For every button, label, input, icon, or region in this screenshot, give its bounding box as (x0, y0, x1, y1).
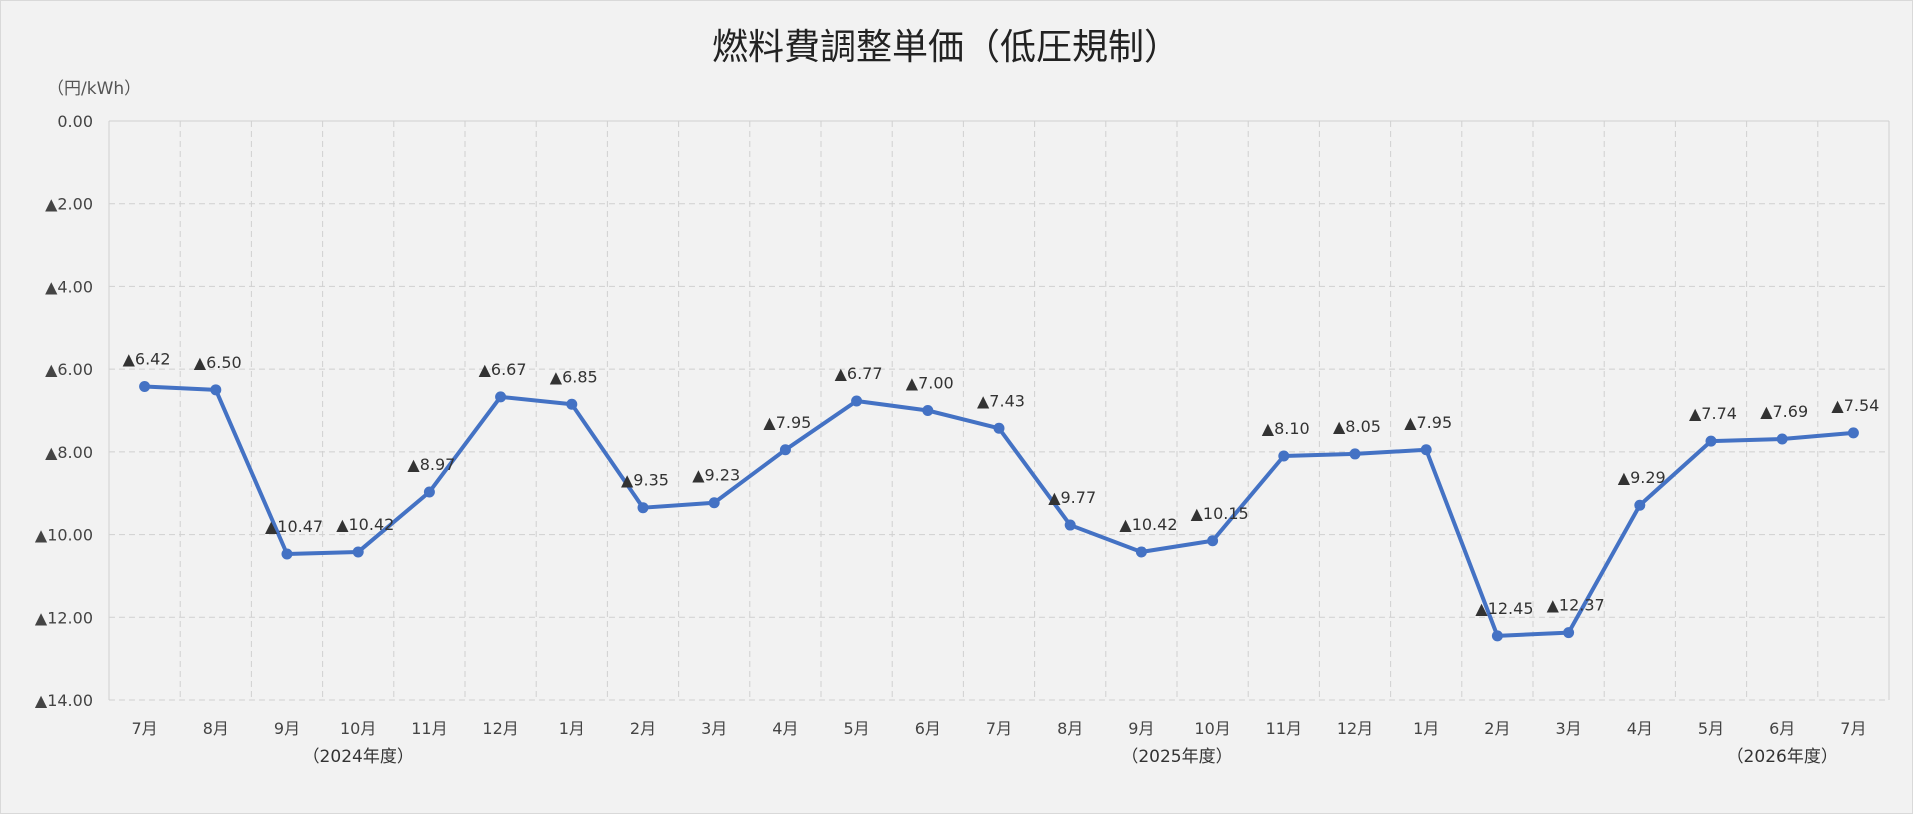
x-tick-label: 9月 (1128, 719, 1154, 738)
y-tick-label: ▲10.00 (35, 526, 93, 545)
data-point (1563, 627, 1575, 639)
data-point (708, 497, 720, 509)
data-point (352, 546, 364, 558)
x-tick-label: 3月 (701, 719, 727, 738)
y-tick-label: ▲4.00 (45, 277, 93, 296)
data-label: ▲9.23 (692, 466, 740, 485)
y-tick-label: ▲14.00 (35, 691, 93, 710)
x-tick-label: 7月 (1840, 719, 1866, 738)
x-tick-label: 1月 (559, 719, 585, 738)
x-tick-label: 5月 (1698, 719, 1724, 738)
data-point (566, 398, 578, 410)
data-point (139, 381, 151, 393)
x-tick-label: 9月 (274, 719, 300, 738)
data-point (1207, 535, 1219, 547)
data-point (423, 486, 435, 498)
fiscal-year-label: （2025年度） (1121, 747, 1232, 767)
data-label: ▲7.43 (977, 391, 1025, 410)
x-tick-label: 7月 (986, 719, 1012, 738)
data-label: ▲6.77 (835, 364, 883, 383)
x-tick-label: 11月 (411, 719, 447, 738)
y-tick-label: ▲8.00 (45, 443, 93, 462)
data-label: ▲9.35 (621, 471, 669, 490)
y-tick-label: ▲2.00 (45, 195, 93, 214)
data-label: ▲8.97 (407, 455, 455, 474)
data-point (1705, 435, 1717, 447)
x-tick-label: 10月 (340, 719, 376, 738)
data-label: ▲7.74 (1689, 404, 1737, 423)
data-label: ▲6.67 (479, 360, 527, 379)
data-label: ▲10.47 (265, 517, 323, 536)
data-point (281, 548, 293, 560)
data-point (1491, 630, 1503, 642)
data-label: ▲12.45 (1475, 599, 1533, 618)
data-point (210, 384, 222, 396)
x-tick-label: 12月 (482, 719, 518, 738)
gridlines (108, 120, 1890, 701)
data-point (851, 395, 863, 407)
data-label: ▲9.77 (1048, 488, 1096, 507)
chart-title: 燃料費調整単価（低圧規制） (712, 27, 1180, 68)
data-label: ▲6.42 (123, 350, 171, 369)
data-label: ▲7.95 (1404, 413, 1452, 432)
data-point (779, 444, 791, 456)
data-label: ▲10.15 (1191, 504, 1249, 523)
data-label: ▲10.42 (1119, 515, 1177, 534)
x-tick-label: 1月 (1413, 719, 1439, 738)
data-point (637, 502, 649, 514)
x-tick-label: 5月 (844, 719, 870, 738)
data-point (1847, 427, 1859, 439)
x-tick-label: 3月 (1556, 719, 1582, 738)
data-label: ▲7.95 (763, 413, 811, 432)
y-axis-unit-label: （円/kWh） (47, 79, 141, 99)
data-point (1064, 519, 1076, 531)
x-tick-label: 8月 (203, 719, 229, 738)
data-label: ▲12.37 (1547, 596, 1605, 615)
data-label: ▲7.69 (1760, 402, 1808, 421)
data-point (993, 422, 1005, 434)
data-point (1135, 546, 1147, 558)
data-point (1420, 444, 1432, 456)
data-point (1776, 433, 1788, 445)
data-label: ▲8.10 (1262, 419, 1310, 438)
data-label: ▲10.42 (336, 515, 394, 534)
data-point (495, 391, 507, 403)
data-point (922, 405, 934, 416)
x-tick-label: 8月 (1057, 719, 1083, 738)
data-label: ▲9.29 (1618, 468, 1666, 487)
x-tick-label: 11月 (1266, 719, 1302, 738)
x-tick-label: 6月 (1769, 719, 1795, 738)
fiscal-year-label: （2024年度） (303, 747, 414, 767)
x-tick-label: 7月 (132, 719, 158, 738)
data-label: ▲7.00 (906, 374, 954, 393)
data-label: ▲8.05 (1333, 417, 1381, 436)
x-tick-label: 2月 (630, 719, 656, 738)
data-label: ▲6.85 (550, 367, 598, 386)
x-tick-label: 12月 (1337, 719, 1373, 738)
y-tick-label: ▲12.00 (35, 608, 93, 627)
x-tick-label: 6月 (915, 719, 941, 738)
data-point (1278, 450, 1290, 462)
data-point (1349, 448, 1361, 460)
fiscal-year-label: （2026年度） (1727, 747, 1838, 767)
data-point (1634, 499, 1646, 511)
y-tick-label: ▲6.00 (45, 360, 93, 379)
data-label: ▲7.54 (1831, 396, 1879, 415)
x-tick-label: 2月 (1484, 719, 1510, 738)
y-tick-label: 0.00 (57, 112, 93, 131)
x-tick-label: 4月 (772, 719, 798, 738)
data-label: ▲6.50 (194, 353, 242, 372)
x-tick-label: 4月 (1627, 719, 1653, 738)
x-tick-label: 10月 (1194, 719, 1230, 738)
